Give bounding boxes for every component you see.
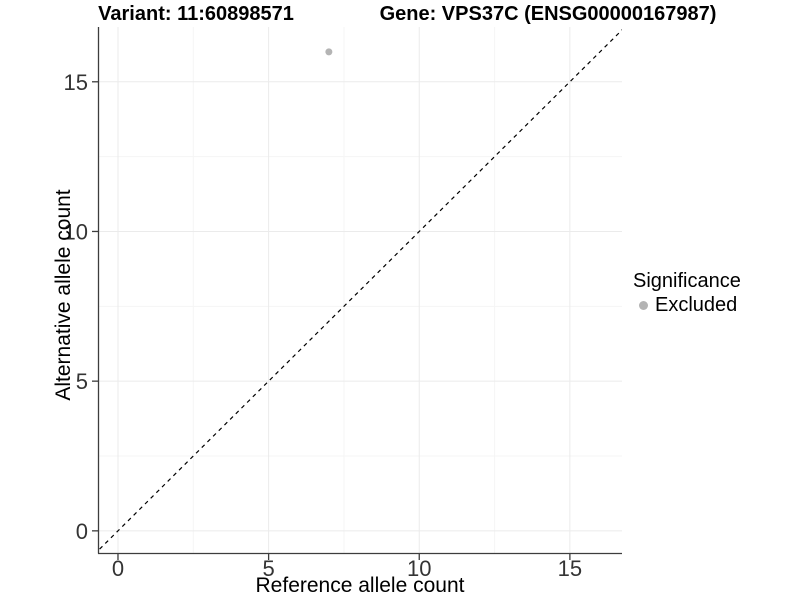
y-tick-label: 10 — [64, 219, 88, 244]
plot-title-gene: Gene: VPS37C (ENSG00000167987) — [379, 3, 717, 25]
x-tick-label: 0 — [112, 556, 124, 581]
legend: Significance Excluded — [633, 270, 741, 317]
y-axis-title: Alternative allele count — [52, 189, 75, 401]
x-tick-label: 15 — [558, 556, 582, 581]
x-axis-title: Reference allele count — [255, 574, 465, 597]
identity-line — [99, 29, 622, 551]
legend-entry-label: Excluded — [655, 294, 738, 316]
legend-title: Significance — [633, 270, 741, 292]
plot-title-variant: Variant: 11:60898571 — [98, 3, 294, 25]
x-tick-label: 5 — [262, 556, 274, 581]
data-point — [325, 48, 333, 56]
y-tick-label: 0 — [76, 519, 88, 544]
legend-entry-excluded: Excluded — [633, 293, 741, 317]
legend-point-icon — [639, 300, 648, 310]
x-tick-label: 10 — [407, 556, 431, 581]
y-tick-label: 5 — [76, 369, 88, 394]
y-tick-label: 15 — [64, 70, 88, 95]
